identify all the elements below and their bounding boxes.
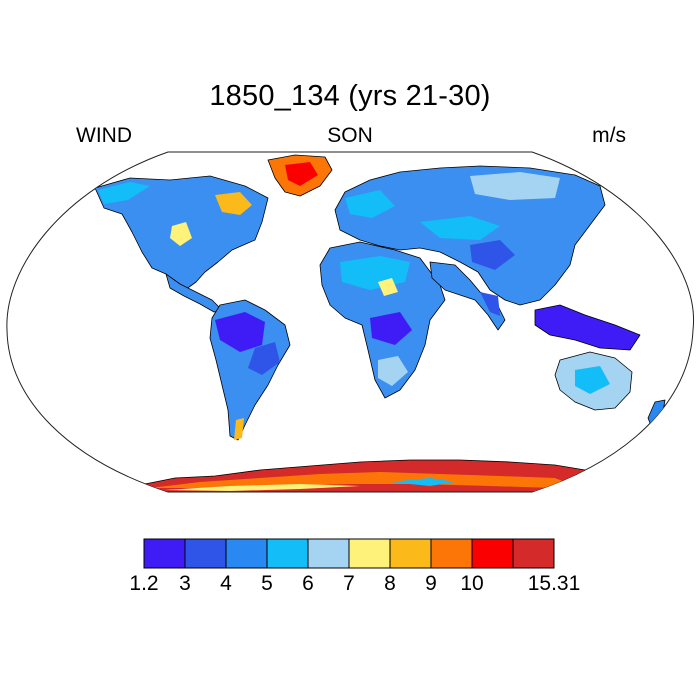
region-amazon <box>215 312 265 352</box>
map-title: 1850_134 (yrs 21-30) <box>209 80 491 112</box>
colorbar-tick-label: 5 <box>261 572 273 595</box>
colorbar-tick-label: 7 <box>343 572 355 595</box>
region-hudson-calm <box>215 192 252 215</box>
colorbar-swatch <box>184 538 227 569</box>
colorbar-tick-label: 4 <box>220 572 232 595</box>
colorbar-tick-label: 1.2 <box>129 572 159 595</box>
colorbar-tick-label: 6 <box>302 572 314 595</box>
region-central-asia <box>420 216 500 240</box>
region-tibet <box>470 240 515 270</box>
colorbar-swatch <box>430 538 473 569</box>
region-southern-africa <box>378 356 408 386</box>
colorbar-tick-label: 8 <box>384 572 396 595</box>
region-congo <box>370 312 412 345</box>
region-siberia <box>470 172 560 200</box>
colorbar-swatch <box>143 538 186 569</box>
region-india <box>480 292 500 316</box>
season-label: SON <box>327 124 373 147</box>
colorbar-swatch <box>512 538 555 569</box>
variable-label: WIND <box>76 124 132 147</box>
region-sahara-hot <box>378 278 398 296</box>
colorbar-swatch <box>389 538 432 569</box>
region-australia-interior <box>575 366 610 394</box>
region-europe <box>345 190 395 218</box>
colorbar-swatch <box>348 538 391 569</box>
colorbar-swatch <box>266 538 309 569</box>
colorbar-tick-label: 9 <box>425 572 437 595</box>
colorbar-tick-label: 10 <box>460 572 484 595</box>
continent-maritime-asia <box>534 304 641 351</box>
colorbar-tick-label: 15.31 <box>527 572 581 595</box>
region-antarctica-orange <box>150 472 570 488</box>
region-patagonia <box>234 418 244 440</box>
continent-arabia-india <box>429 261 506 331</box>
colorbar-swatch <box>471 538 514 569</box>
region-brazil-highlands <box>248 342 280 375</box>
colorbar-swatch <box>307 538 350 569</box>
units-label: m/s <box>592 124 626 147</box>
colorbar-tick-label: 3 <box>179 572 191 595</box>
region-greenland-core <box>285 162 318 186</box>
region-na-coast <box>98 182 150 204</box>
colorbar-swatch <box>225 538 268 569</box>
region-na-plains <box>170 222 192 246</box>
region-antarctica-blue <box>390 478 455 486</box>
region-antarctica-yellow <box>165 484 360 491</box>
